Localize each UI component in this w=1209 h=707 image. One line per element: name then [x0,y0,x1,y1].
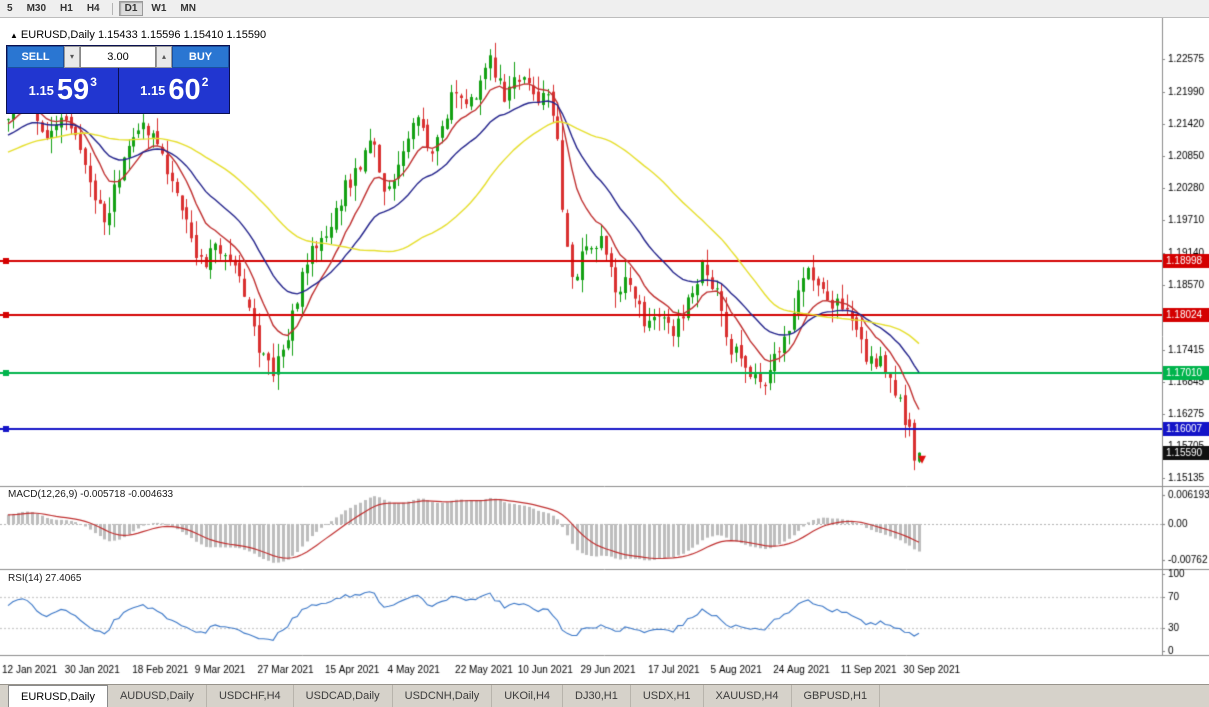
rsi-name: RSI(14) [8,573,43,584]
chevron-up-icon: ▴ [161,52,166,61]
trade-panel-controls: SELL ▾ ▴ BUY [7,46,229,68]
rsi-value: 27.4065 [45,573,82,584]
macd-values: -0.005718 -0.004633 [80,489,174,500]
chevron-down-icon: ▾ [69,52,74,61]
collapse-triangle-icon[interactable]: ▲ [10,31,18,40]
tf-button-d1[interactable]: D1 [118,1,144,16]
sell-price-prefix: 1.15 [28,83,54,98]
tab-usdx-h1[interactable]: USDX,H1 [631,685,704,707]
macd-name: MACD(12,26,9) [8,489,78,500]
tab-audusd-daily[interactable]: AUDUSD,Daily [108,685,207,707]
trade-panel-quotes: 1.15 59 3 1.15 60 2 [7,68,229,113]
sell-price-display[interactable]: 1.15 59 3 [7,68,119,113]
tf-button-m5[interactable]: 5 [1,1,19,16]
lot-stepper-button[interactable]: ▴ [156,46,172,68]
buy-price-display[interactable]: 1.15 60 2 [118,68,229,113]
tab-eurusd-daily[interactable]: EURUSD,Daily [8,685,108,707]
chart-tabs-bar: EURUSD,Daily AUDUSD,Daily USDCHF,H4 USDC… [0,684,1209,707]
chart-symbol-label: EURUSD,Daily [20,29,95,41]
sell-price-pips: 59 [56,74,90,106]
buy-price-point: 2 [201,74,209,89]
tab-usdcad-daily[interactable]: USDCAD,Daily [294,685,393,707]
chart-window: ▲ EURUSD,Daily 1.15433 1.15596 1.15410 1.… [0,18,1209,684]
chart-ohlc-values: 1.15433 1.15596 1.15410 1.15590 [97,29,267,41]
buy-price-prefix: 1.15 [140,83,166,98]
chart-title: ▲ EURUSD,Daily 1.15433 1.15596 1.15410 1.… [7,29,270,41]
buy-price-pips: 60 [168,74,201,106]
lot-dropdown-button[interactable]: ▾ [64,46,80,68]
tab-xauusd-h4[interactable]: XAUUSD,H4 [704,685,792,707]
tf-button-m30[interactable]: M30 [21,1,52,16]
macd-indicator-label: MACD(12,26,9) -0.005718 -0.004633 [8,489,174,500]
tab-ukoil-h4[interactable]: UKOil,H4 [492,685,564,707]
sell-price-point: 3 [90,74,97,89]
buy-button[interactable]: BUY [172,46,229,68]
price-chart-canvas[interactable] [0,18,1209,684]
timeframe-toolbar: 5 M30 H1 H4 D1 W1 MN [0,0,1209,18]
toolbar-separator [111,2,113,15]
sell-button[interactable]: SELL [7,46,64,68]
tf-button-h4[interactable]: H4 [81,1,106,16]
tab-usdchf-h4[interactable]: USDCHF,H4 [207,685,294,707]
rsi-indicator-label: RSI(14) 27.4065 [8,573,82,584]
tf-button-w1[interactable]: W1 [145,1,172,16]
tab-gbpusd-h1[interactable]: GBPUSD,H1 [792,685,881,707]
tf-button-h1[interactable]: H1 [54,1,79,16]
tab-dj30-h1[interactable]: DJ30,H1 [563,685,631,707]
lot-size-input[interactable] [80,46,156,68]
tf-button-mn[interactable]: MN [174,1,202,16]
tab-usdcnh-daily[interactable]: USDCNH,Daily [393,685,493,707]
